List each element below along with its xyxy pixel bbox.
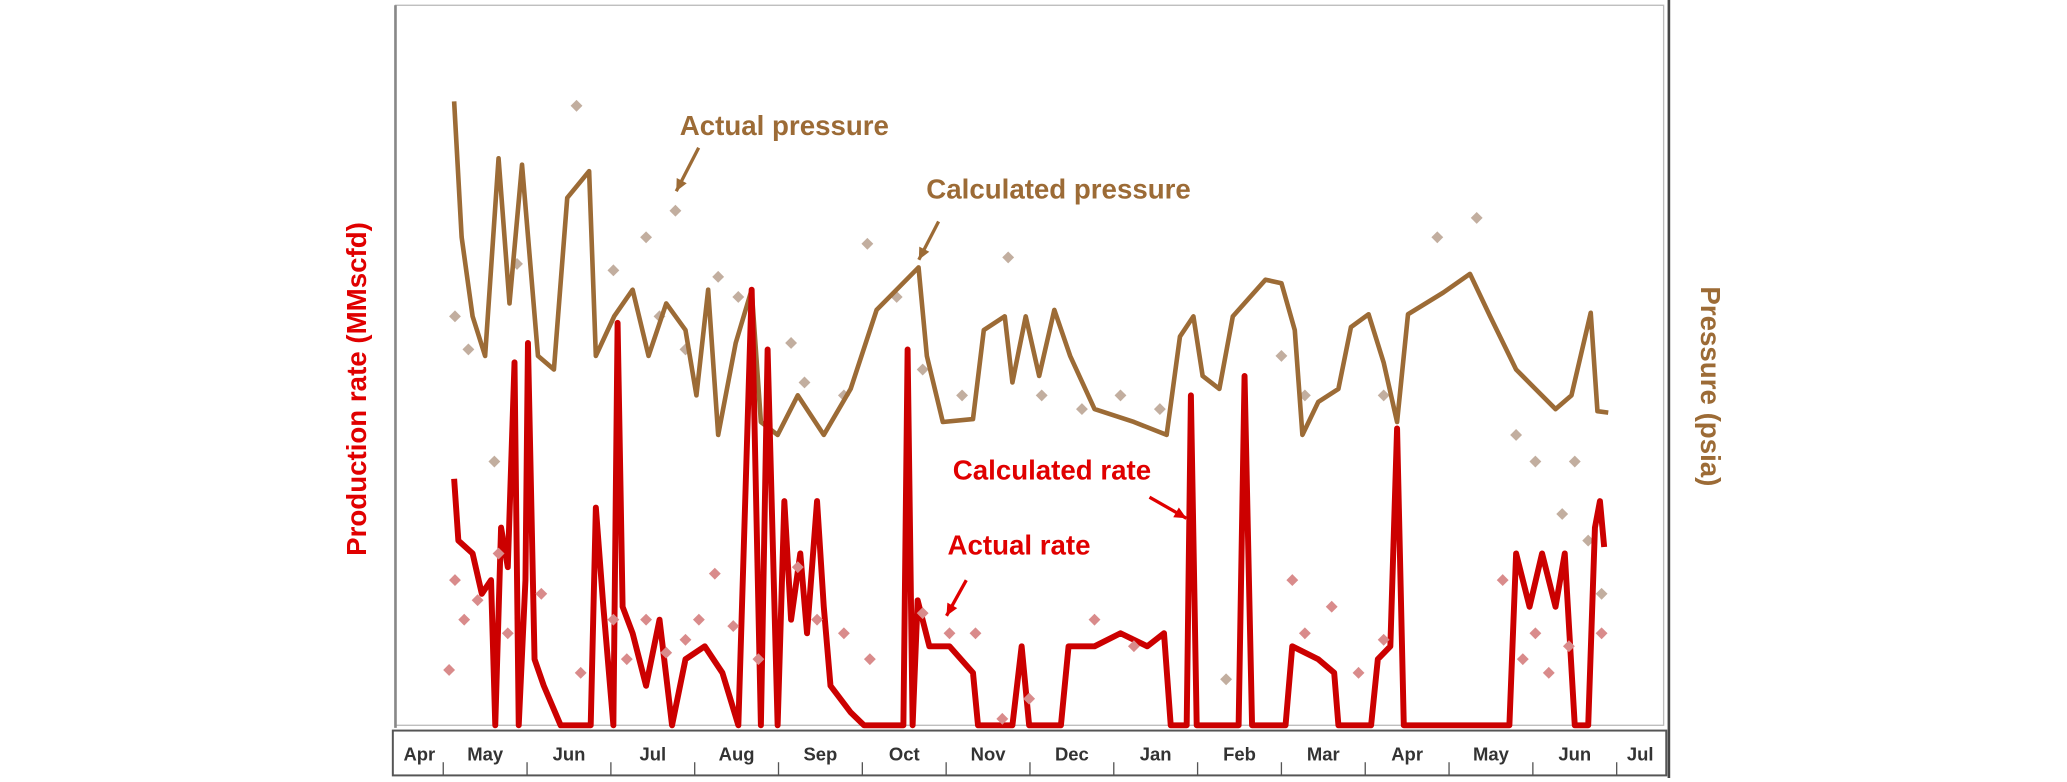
scatter-point: [1595, 627, 1608, 640]
x-tick-label: Dec: [1055, 743, 1089, 764]
x-tick-label: Feb: [1223, 743, 1256, 764]
scatter-point: [660, 646, 673, 659]
series-line: [451, 286, 1608, 729]
scatter-point: [692, 613, 705, 626]
scatter-point: [1298, 627, 1311, 640]
x-tick-label: Mar: [1307, 743, 1340, 764]
scatter-point: [669, 204, 682, 217]
x-tick-label: May: [467, 743, 504, 764]
scatter-point: [752, 653, 765, 666]
scatter-point: [1516, 653, 1529, 666]
scatter-point: [969, 627, 982, 640]
scatter-point: [1220, 673, 1233, 686]
scatter-point: [449, 310, 461, 323]
scatter-point: [798, 376, 811, 389]
scatter-point: [1568, 455, 1581, 468]
x-tick-label: Nov: [971, 743, 1007, 764]
annotation-label: Actual pressure: [680, 110, 889, 141]
y-axis-title: Production rate (MMscfd): [341, 222, 372, 556]
x-tick-label: Aug: [719, 743, 755, 764]
annotations: Actual pressure Calculated pressure Calcul…: [674, 110, 1191, 617]
scatter-point: [1529, 627, 1542, 640]
scatter-point: [791, 561, 804, 574]
scatter-point: [1002, 251, 1015, 264]
annotation-label: Calculated pressure: [926, 174, 1190, 205]
scatter-point: [1470, 211, 1483, 224]
x-tick-label: Jan: [1140, 743, 1172, 764]
scatter-point: [488, 455, 501, 468]
scatter-point: [570, 99, 583, 112]
scatter-point: [1275, 349, 1288, 362]
annotation-arrowhead: [918, 246, 930, 260]
x-tick-label: Sep: [804, 743, 838, 764]
annotation-arrowhead: [1173, 507, 1187, 519]
scatter-point: [1529, 455, 1542, 468]
scatter-point: [574, 666, 587, 679]
series-line: [451, 101, 1609, 438]
scatter-point: [1088, 613, 1101, 626]
scatter-point: [811, 613, 824, 626]
plot-frame: [394, 4, 1665, 726]
scatter-point: [1127, 640, 1140, 653]
scatter-point: [1582, 534, 1595, 547]
scatter-point: [607, 264, 620, 277]
x-tick-label: Jul: [639, 743, 666, 764]
x-tick-label: Oct: [889, 743, 920, 764]
x-tick-label: Jul: [1627, 743, 1654, 764]
x-tick-label: Apr: [403, 743, 435, 764]
x-tick-label: Jun: [553, 743, 586, 764]
scatter-point: [996, 712, 1009, 725]
scatter-point: [607, 613, 620, 626]
annotation-label: Calculated rate: [953, 454, 1151, 485]
scatter-point: [1510, 429, 1523, 441]
scatter-point: [458, 613, 471, 626]
scatter-point: [1352, 666, 1365, 679]
scatter-point: [1431, 231, 1444, 244]
x-tick-label: Apr: [1391, 743, 1423, 764]
scatter-point: [861, 237, 874, 250]
scatter-point: [837, 627, 850, 640]
y2-axis-title: Pressure (psia): [1695, 286, 1726, 486]
annotation-label: Actual rate: [947, 530, 1090, 561]
scatter-point: [1542, 666, 1555, 679]
scatter-point: [492, 547, 505, 560]
annotation-arrowhead: [946, 602, 958, 616]
scatter-point: [732, 291, 745, 303]
scatter-point: [1153, 403, 1166, 416]
plot-area: [443, 99, 1609, 729]
x-tick-label: May: [1473, 743, 1510, 764]
scatter-point: [1075, 403, 1088, 416]
scatter-point: [727, 620, 740, 633]
scatter-point: [863, 653, 876, 666]
scatter-point: [501, 627, 514, 640]
x-tick-label: Jun: [1558, 743, 1591, 764]
annotation-arrowhead: [676, 178, 687, 192]
